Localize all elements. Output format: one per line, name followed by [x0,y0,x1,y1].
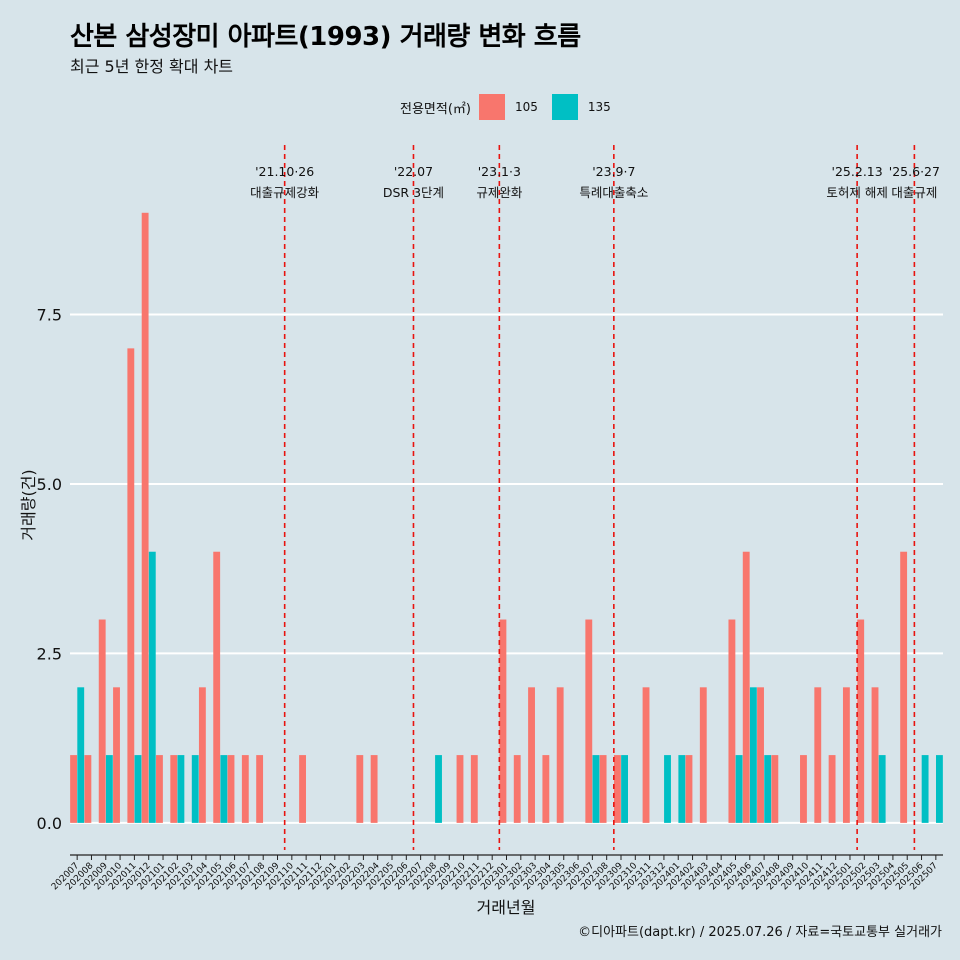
event-label-text: 규제완화 [476,185,523,200]
bar-105-202211 [470,755,478,823]
bar-105-202501 [842,687,850,823]
bar-135-202009 [105,755,113,823]
bar-105-202012 [141,212,149,823]
bar-105-202308 [599,755,607,823]
bar-105-202108 [256,755,264,823]
bar-135-202102 [177,755,185,823]
chart-subtitle: 최근 5년 한정 확대 차트 [70,57,234,76]
event-label-text: 대출규제 [891,185,937,200]
bar-105-202106 [227,755,235,823]
legend-title: 전용면적(㎡) [400,101,471,117]
bar-135-202407 [764,755,772,823]
bar-105-202303 [528,687,535,823]
x-axis-label: 거래년월 [477,898,536,917]
chart-title: 산본 삼성장미 아파트(1993) 거래량 변화 흐름 [70,22,581,52]
bar-105-202111 [299,755,306,823]
bar-105-202203 [356,755,364,823]
event-label-date: '23.1·3 [478,164,521,179]
bar-105-202309 [613,755,621,823]
bar-105-202104 [198,687,206,823]
bar-105-202105 [213,551,221,823]
bar-105-202008 [84,755,92,823]
event-label-text: DSR 3단계 [383,185,444,200]
bar-135-202307 [592,755,600,823]
bar-105-202009 [98,619,106,823]
bar-105-202304 [542,755,550,823]
bar-135-202208 [435,755,442,823]
bar-105-202102 [170,755,178,823]
legend-label-105: 105 [514,100,538,114]
bar-135-202007 [77,687,85,823]
bar-105-202107 [241,755,249,823]
bar-105-202407 [757,687,764,823]
bar-135-202011 [134,755,142,823]
y-axis-label: 거래량(건) [19,469,38,540]
bar-105-202505 [900,551,908,823]
event-label-date: '22.07 [394,164,433,179]
bar-105-202406 [742,551,750,823]
bar-105-202503 [871,687,879,823]
event-label-text: 특례대출축소 [579,185,648,200]
event-label-text: 토허제 해제 [826,185,887,200]
source-caption: ©디아파트(dapt.kr) / 2025.07.26 / 자료=국토교통부 실… [578,925,942,940]
bar-105-202101 [156,755,163,823]
bar-135-202405 [735,755,743,823]
bar-135-202312 [664,755,671,823]
event-label-date: '25.6·27 [889,164,940,179]
event-label-date: '21.10·26 [255,164,314,179]
bar-105-202412 [828,755,836,823]
bar-135-202105 [220,755,228,823]
event-label-date: '25.2.13 [832,164,883,179]
bar-105-202007 [70,755,78,823]
bar-135-202506 [921,755,929,823]
bar-105-202307 [585,619,593,823]
legend: 전용면적(㎡) 105 135 [400,93,625,121]
bar-105-202411 [814,687,822,823]
y-tick-label: 2.5 [37,644,62,663]
bar-105-202305 [556,687,564,823]
bar-105-202011 [127,348,135,823]
bar-105-202204 [370,755,378,823]
bar-105-202301 [499,619,507,823]
bar-105-202502 [857,619,865,823]
legend-label-135: 135 [587,100,611,114]
bar-105-202010 [113,687,120,823]
bar-105-202402 [685,755,693,823]
bar-135-202503 [878,755,886,823]
event-label-date: '23.9·7 [592,164,635,179]
bar-135-202406 [749,687,757,823]
bar-135-202103 [191,755,199,823]
bar-105-202403 [699,687,707,823]
bar-135-202309 [621,755,628,823]
bar-105-202410 [800,755,807,823]
y-tick-label: 0.0 [37,814,62,833]
bar-135-202012 [148,551,156,823]
y-tick-label: 7.5 [37,305,62,324]
bar-105-202405 [728,619,736,823]
bar-105-202210 [456,755,464,823]
bar-105-202302 [513,755,521,823]
y-tick-label: 5.0 [37,475,62,494]
bar-135-202507 [935,755,943,823]
bar-135-202401 [678,755,686,823]
bar-105-202311 [642,687,650,823]
bar-105-202408 [771,755,779,823]
legend-swatch-135 [551,94,578,120]
legend-swatch-105 [478,94,505,120]
event-label-text: 대출규제강화 [250,185,320,200]
